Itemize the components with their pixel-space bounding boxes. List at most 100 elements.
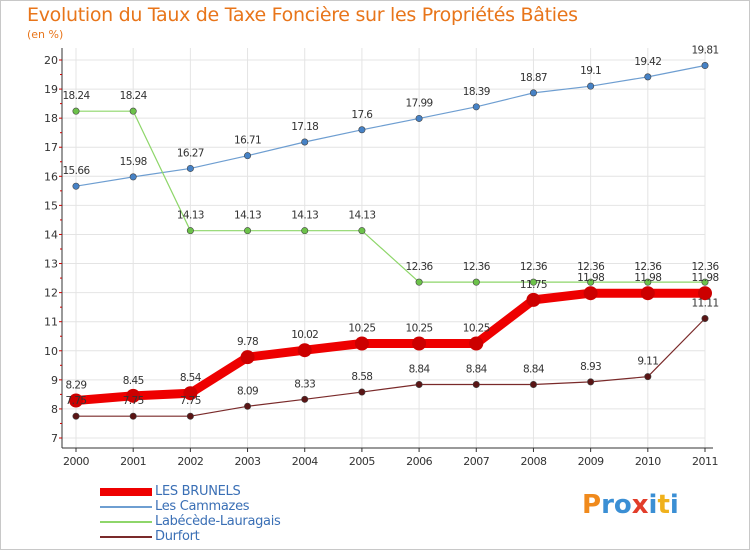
data-label: 9.78 (237, 336, 258, 348)
data-label: 12.36 (406, 261, 434, 273)
data-point (244, 152, 252, 160)
data-point (183, 386, 198, 401)
y-tick-label: 11 (44, 316, 58, 329)
data-label: 12.36 (691, 261, 719, 273)
logo-letter: i (669, 490, 679, 520)
data-label: 7.75 (123, 395, 144, 407)
data-point (358, 227, 366, 235)
legend-swatch (100, 521, 152, 523)
y-tick-label: 14 (44, 228, 58, 241)
data-label: 18.39 (463, 86, 490, 98)
data-point (529, 89, 537, 97)
data-point (587, 278, 595, 286)
data-label: 18.24 (120, 90, 148, 102)
data-label: 11.98 (577, 272, 604, 284)
data-point (644, 278, 652, 286)
data-point (301, 138, 309, 146)
logo-letter: t (657, 490, 670, 520)
data-label: 16.27 (177, 147, 204, 159)
legend-label: LES BRUNELS (155, 484, 241, 499)
data-label: 11.11 (691, 297, 718, 309)
x-tick-label: 2000 (63, 455, 89, 468)
data-point (529, 380, 537, 388)
data-point (472, 380, 480, 388)
logo-letter: r (601, 490, 614, 520)
data-point (186, 164, 194, 172)
data-label: 8.84 (409, 363, 431, 375)
data-point (701, 314, 709, 322)
x-tick-label: 2011 (692, 455, 718, 468)
data-label: 11.98 (634, 272, 661, 284)
chart-legend: LES BRUNELS Les Cammazes Labécède-Lauragai… (100, 484, 400, 545)
y-tick-label: 20 (44, 54, 58, 67)
data-label: 8.93 (580, 361, 601, 373)
data-point (129, 173, 137, 181)
legend-swatch (100, 506, 152, 508)
data-point (126, 388, 141, 403)
data-label: 16.71 (234, 135, 261, 147)
legend-item: Labécède-Lauragais (100, 514, 400, 530)
legend-item: LES BRUNELS (100, 484, 400, 500)
data-label: 12.36 (520, 261, 548, 273)
data-label: 8.58 (351, 371, 372, 383)
data-point (297, 343, 312, 358)
data-point (415, 114, 423, 122)
data-label: 8.29 (66, 379, 87, 391)
y-tick-label: 19 (44, 83, 58, 96)
data-label: 11.98 (691, 272, 718, 284)
data-label: 7.75 (180, 395, 201, 407)
x-tick-label: 2007 (463, 455, 489, 468)
chart-title: Evolution du Taux de Taxe Foncière sur l… (27, 4, 578, 26)
y-axis-unit-label: (en %) (27, 28, 64, 41)
data-point (72, 412, 80, 420)
data-point (240, 350, 255, 365)
data-point (529, 278, 537, 286)
y-tick-label: 17 (44, 141, 58, 154)
data-point (358, 126, 366, 134)
data-label: 9.11 (637, 356, 658, 368)
data-point (354, 336, 369, 351)
y-tick-label: 16 (44, 170, 58, 183)
legend-label: Durfort (155, 529, 200, 544)
logo-letter: o (613, 490, 632, 520)
data-point (472, 278, 480, 286)
data-label: 17.6 (351, 109, 373, 121)
data-point (244, 402, 252, 410)
data-point (186, 227, 194, 235)
legend-swatch (100, 488, 152, 496)
data-label: 10.25 (348, 323, 375, 335)
data-label: 12.36 (577, 261, 605, 273)
data-point (415, 278, 423, 286)
legend-label: Labécède-Lauragais (155, 514, 281, 529)
x-tick-label: 2002 (177, 455, 203, 468)
data-point (358, 388, 366, 396)
data-point (69, 393, 83, 408)
data-point (472, 103, 480, 111)
series-line (75, 64, 706, 187)
y-tick-label: 8 (51, 403, 58, 416)
data-point (587, 82, 595, 90)
x-tick-label: 2009 (578, 455, 604, 468)
x-tick-label: 2006 (406, 455, 432, 468)
data-label: 14.13 (177, 210, 204, 222)
data-label: 10.25 (463, 323, 490, 335)
data-point (701, 62, 709, 70)
x-tick-label: 2003 (235, 455, 261, 468)
data-label: 18.87 (520, 72, 547, 84)
data-label: 17.18 (291, 121, 318, 133)
data-point (640, 286, 655, 301)
logo-letter: i (648, 490, 658, 520)
data-point (644, 73, 652, 81)
data-point (698, 286, 712, 301)
data-label: 8.84 (466, 363, 488, 375)
data-label: 8.84 (523, 363, 545, 375)
x-tick-label: 2005 (349, 455, 375, 468)
data-label: 10.02 (291, 329, 318, 341)
y-tick-label: 7 (51, 432, 58, 445)
legend-swatch (100, 536, 152, 538)
data-point (469, 336, 484, 351)
y-tick-label: 18 (44, 112, 58, 125)
proxiti-logo: Proxiti (582, 490, 679, 520)
data-point (415, 380, 423, 388)
data-point (644, 373, 652, 381)
